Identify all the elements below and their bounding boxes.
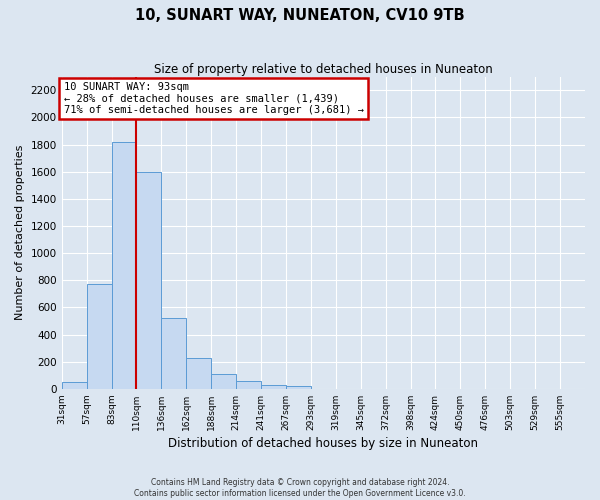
- Text: 10 SUNART WAY: 93sqm
← 28% of detached houses are smaller (1,439)
71% of semi-de: 10 SUNART WAY: 93sqm ← 28% of detached h…: [64, 82, 364, 116]
- X-axis label: Distribution of detached houses by size in Nuneaton: Distribution of detached houses by size …: [169, 437, 478, 450]
- Bar: [286, 386, 311, 389]
- Bar: [136, 172, 161, 389]
- Bar: [62, 382, 86, 389]
- Title: Size of property relative to detached houses in Nuneaton: Size of property relative to detached ho…: [154, 62, 493, 76]
- Bar: [112, 142, 136, 389]
- Text: Contains HM Land Registry data © Crown copyright and database right 2024.
Contai: Contains HM Land Registry data © Crown c…: [134, 478, 466, 498]
- Bar: [261, 384, 286, 389]
- Bar: [86, 284, 112, 389]
- Bar: [186, 358, 211, 389]
- Bar: [236, 380, 261, 389]
- Bar: [211, 374, 236, 389]
- Bar: [161, 318, 186, 389]
- Y-axis label: Number of detached properties: Number of detached properties: [15, 145, 25, 320]
- Text: 10, SUNART WAY, NUNEATON, CV10 9TB: 10, SUNART WAY, NUNEATON, CV10 9TB: [135, 8, 465, 22]
